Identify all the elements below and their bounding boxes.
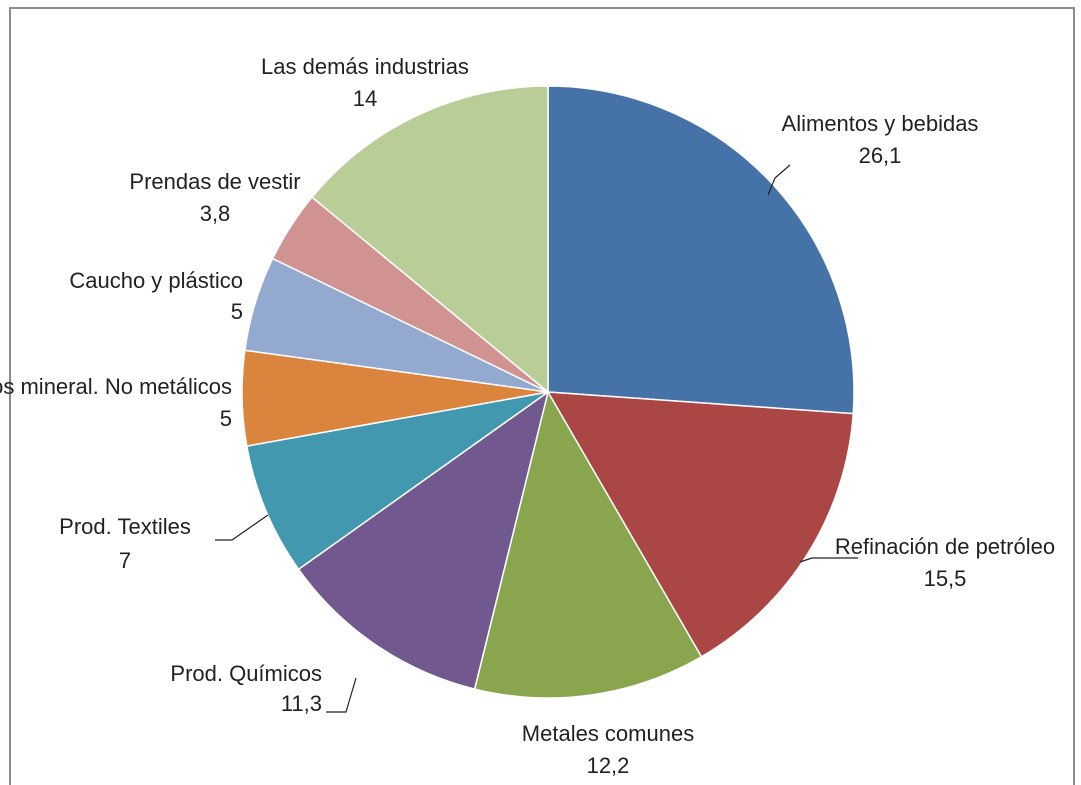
value-label: 12,2 [587,753,630,778]
pie-slice [297,390,550,690]
leader-line [767,164,791,196]
leader-line [326,677,357,713]
pie-slice [546,391,855,658]
category-label: Otros mineral. No metálicos [0,374,232,399]
leader-line [215,514,269,541]
pie-slice [473,390,703,699]
category-label: Prendas de vestir [129,169,300,194]
value-label: 26,1 [859,143,902,168]
value-label: 15,5 [924,566,967,591]
category-label: Las demás industrias [261,54,469,79]
category-label: Refinación de petróleo [835,534,1055,559]
value-label: 14 [353,86,377,111]
pie-slice [310,85,549,394]
value-label: 5 [220,406,232,431]
value-label: 5 [231,299,243,324]
frame [9,7,1075,785]
pie-slice [547,85,855,415]
category-label: Prod. Textiles [59,514,191,539]
leader-line [799,557,858,563]
value-label: 3,8 [200,201,231,226]
category-label: Alimentos y bebidas [782,111,979,136]
value-label: 11,3 [281,691,322,716]
pie-slice [245,391,549,571]
category-label: Metales comunes [522,721,694,746]
value-label: 7 [119,548,131,573]
category-label: Caucho y plástico [69,268,243,293]
category-label: Prod. Químicos [170,661,322,686]
